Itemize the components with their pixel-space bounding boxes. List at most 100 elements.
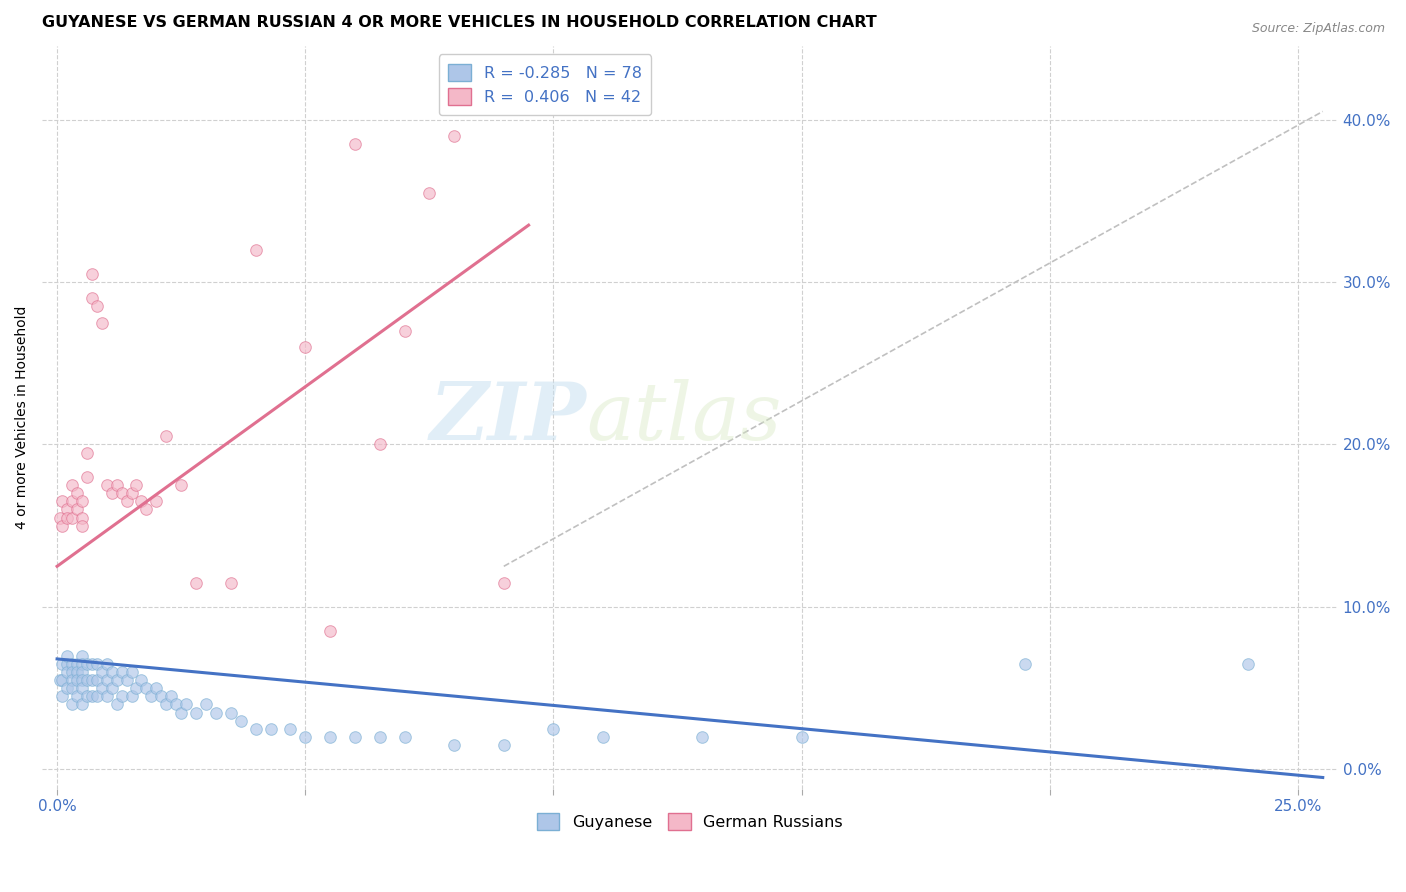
Point bbox=[294, 340, 316, 354]
Point bbox=[96, 478, 118, 492]
Point bbox=[70, 681, 93, 695]
Point bbox=[592, 730, 614, 744]
Point bbox=[51, 657, 73, 671]
Point bbox=[492, 575, 515, 590]
Point bbox=[174, 698, 197, 712]
Point bbox=[51, 494, 73, 508]
Point bbox=[368, 437, 391, 451]
Point bbox=[100, 665, 122, 679]
Point bbox=[394, 324, 416, 338]
Point bbox=[135, 502, 157, 516]
Point bbox=[219, 706, 242, 720]
Point bbox=[105, 478, 128, 492]
Point bbox=[76, 673, 98, 687]
Point bbox=[86, 657, 108, 671]
Point bbox=[66, 486, 89, 500]
Point bbox=[110, 690, 132, 704]
Point bbox=[51, 690, 73, 704]
Point bbox=[56, 681, 79, 695]
Point bbox=[443, 128, 465, 143]
Point bbox=[125, 478, 148, 492]
Point bbox=[90, 665, 112, 679]
Point bbox=[105, 698, 128, 712]
Point bbox=[492, 738, 515, 752]
Point bbox=[66, 673, 89, 687]
Text: atlas: atlas bbox=[586, 379, 782, 457]
Point bbox=[56, 657, 79, 671]
Point bbox=[110, 486, 132, 500]
Point bbox=[543, 722, 565, 736]
Point bbox=[121, 690, 143, 704]
Point bbox=[70, 698, 93, 712]
Point bbox=[80, 267, 103, 281]
Y-axis label: 4 or more Vehicles in Household: 4 or more Vehicles in Household bbox=[15, 306, 30, 529]
Text: GUYANESE VS GERMAN RUSSIAN 4 OR MORE VEHICLES IN HOUSEHOLD CORRELATION CHART: GUYANESE VS GERMAN RUSSIAN 4 OR MORE VEH… bbox=[42, 15, 877, 30]
Point bbox=[56, 648, 79, 663]
Point bbox=[160, 690, 183, 704]
Point bbox=[170, 706, 193, 720]
Point bbox=[70, 510, 93, 524]
Point bbox=[56, 665, 79, 679]
Point bbox=[80, 673, 103, 687]
Point bbox=[110, 665, 132, 679]
Point bbox=[319, 730, 342, 744]
Point bbox=[56, 510, 79, 524]
Point bbox=[70, 494, 93, 508]
Point bbox=[1014, 657, 1036, 671]
Point bbox=[90, 681, 112, 695]
Point bbox=[245, 722, 267, 736]
Point bbox=[48, 510, 70, 524]
Point bbox=[115, 494, 138, 508]
Point bbox=[229, 714, 252, 728]
Point bbox=[66, 690, 89, 704]
Point bbox=[70, 657, 93, 671]
Legend: Guyanese, German Russians: Guyanese, German Russians bbox=[530, 806, 849, 837]
Point bbox=[60, 673, 83, 687]
Point bbox=[70, 673, 93, 687]
Point bbox=[1237, 657, 1260, 671]
Point bbox=[394, 730, 416, 744]
Point bbox=[115, 673, 138, 687]
Point bbox=[195, 698, 218, 712]
Point bbox=[141, 690, 163, 704]
Point bbox=[150, 690, 173, 704]
Point bbox=[80, 291, 103, 305]
Point bbox=[145, 494, 167, 508]
Point bbox=[86, 299, 108, 313]
Point bbox=[60, 665, 83, 679]
Point bbox=[70, 648, 93, 663]
Point bbox=[368, 730, 391, 744]
Point bbox=[86, 673, 108, 687]
Point bbox=[131, 494, 153, 508]
Point bbox=[56, 502, 79, 516]
Point bbox=[96, 657, 118, 671]
Text: Source: ZipAtlas.com: Source: ZipAtlas.com bbox=[1251, 22, 1385, 36]
Point bbox=[184, 575, 207, 590]
Point bbox=[80, 690, 103, 704]
Point bbox=[170, 478, 193, 492]
Point bbox=[51, 518, 73, 533]
Point bbox=[76, 690, 98, 704]
Point bbox=[60, 494, 83, 508]
Point bbox=[60, 478, 83, 492]
Point bbox=[70, 665, 93, 679]
Point bbox=[155, 429, 177, 443]
Point bbox=[319, 624, 342, 639]
Point bbox=[184, 706, 207, 720]
Point bbox=[125, 681, 148, 695]
Point bbox=[155, 698, 177, 712]
Point bbox=[259, 722, 281, 736]
Point bbox=[131, 673, 153, 687]
Text: ZIP: ZIP bbox=[429, 379, 586, 457]
Point bbox=[66, 502, 89, 516]
Point bbox=[165, 698, 187, 712]
Point bbox=[96, 673, 118, 687]
Point bbox=[70, 518, 93, 533]
Point bbox=[145, 681, 167, 695]
Point bbox=[76, 657, 98, 671]
Point bbox=[86, 690, 108, 704]
Point bbox=[343, 136, 366, 151]
Point bbox=[205, 706, 228, 720]
Point bbox=[60, 698, 83, 712]
Point bbox=[294, 730, 316, 744]
